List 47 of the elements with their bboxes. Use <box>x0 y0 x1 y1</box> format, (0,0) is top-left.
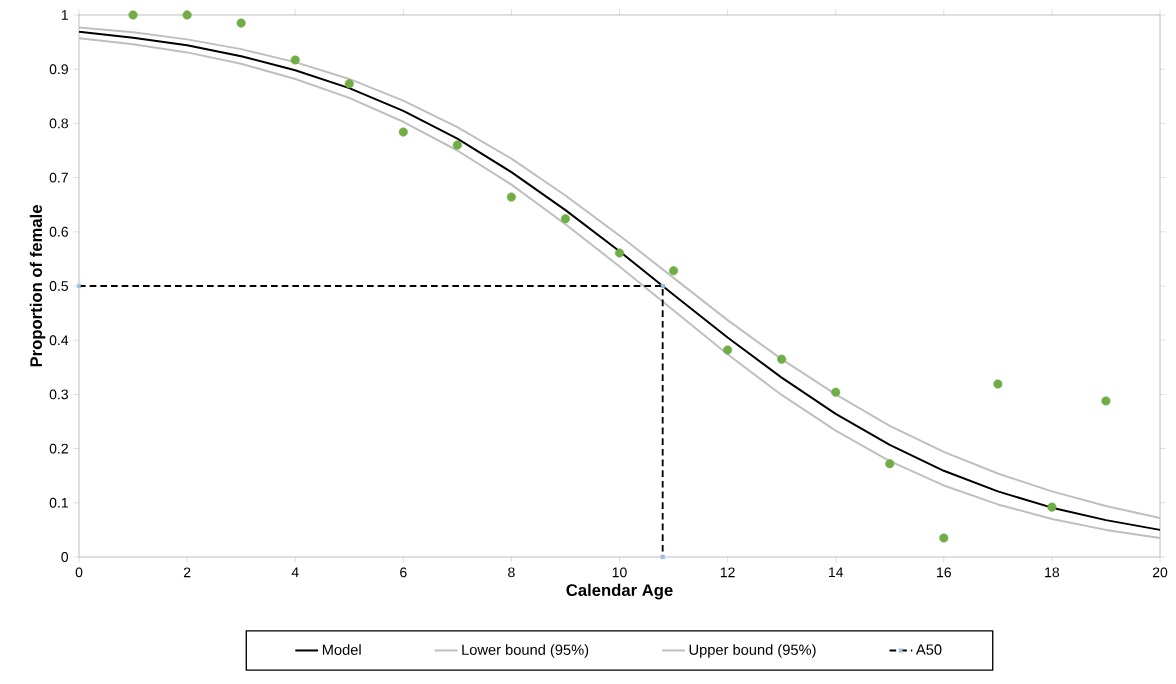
point <box>128 10 138 20</box>
legend-label: Lower bound (95%) <box>462 644 589 658</box>
point <box>723 345 733 355</box>
y-axis-title: Proportion of female <box>29 205 46 367</box>
point <box>236 18 246 28</box>
x-axis-title: Calendar Age <box>566 583 673 600</box>
y-tick-label: 0.4 <box>49 335 69 346</box>
point <box>344 79 354 89</box>
point <box>560 214 570 224</box>
point <box>398 127 408 137</box>
y-tick-label: 0.9 <box>49 64 68 75</box>
point <box>993 379 1003 389</box>
point <box>1101 396 1111 406</box>
y-tick-label: 1 <box>61 10 68 20</box>
x-tick-label: 18 <box>1045 567 1060 578</box>
x-tick-label: 4 <box>291 567 299 578</box>
point <box>182 10 192 20</box>
y-tick-label: 0.1 <box>49 497 68 508</box>
point <box>452 140 462 150</box>
y-tick-label: 0.5 <box>49 281 69 291</box>
x-tick-label: 0 <box>75 567 83 578</box>
y-tick-label: 0.8 <box>49 118 68 129</box>
y-tick-label: 0.3 <box>49 389 68 400</box>
y-tick-label: 0.2 <box>49 443 68 454</box>
point <box>885 459 895 469</box>
point <box>1047 502 1057 512</box>
point <box>939 533 949 543</box>
point <box>614 248 625 258</box>
point <box>831 387 841 397</box>
y-tick-label: 0.6 <box>49 226 68 237</box>
legend-label: Upper bound (95%) <box>689 644 816 658</box>
point <box>669 266 679 276</box>
x-tick-label: 10 <box>612 567 627 578</box>
point <box>290 55 300 65</box>
legend-label: A50 <box>915 644 942 655</box>
y-tick-label: 0.7 <box>49 172 68 183</box>
legend-label: Model <box>322 644 361 655</box>
x-tick-label: 14 <box>828 567 844 578</box>
x-tick-label: 6 <box>400 567 407 578</box>
x-tick-label: 2 <box>183 567 191 578</box>
point <box>777 354 787 364</box>
y-tick-label: 0 <box>61 552 69 562</box>
x-tick-label: 20 <box>1152 567 1168 578</box>
x-tick-label: 12 <box>720 567 735 578</box>
x-tick-label: 16 <box>937 567 951 578</box>
x-tick-label: 8 <box>508 567 515 578</box>
point <box>506 192 516 202</box>
